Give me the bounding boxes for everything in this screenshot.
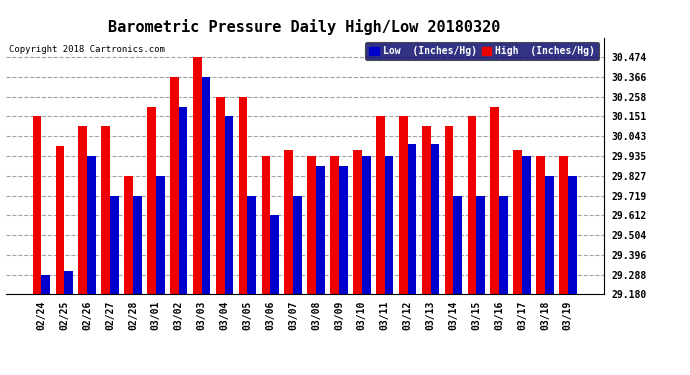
Bar [491,107,499,294]
Bar [193,57,201,294]
Bar [124,176,133,294]
Bar [376,117,385,294]
Bar [522,156,531,294]
Bar [110,196,119,294]
Bar [101,126,110,294]
Bar [64,270,73,294]
Bar [513,150,522,294]
Bar [331,156,339,294]
Bar [270,215,279,294]
Bar [156,176,164,294]
Bar [56,146,64,294]
Bar [568,176,577,294]
Bar [41,274,50,294]
Bar [248,196,256,294]
Bar [87,156,96,294]
Bar [316,166,325,294]
Bar [362,156,371,294]
Bar [307,156,316,294]
Bar [32,117,41,294]
Bar [468,117,476,294]
Bar [353,150,362,294]
Bar [224,117,233,294]
Bar [385,156,393,294]
Legend: Low  (Inches/Hg), High  (Inches/Hg): Low (Inches/Hg), High (Inches/Hg) [365,42,599,60]
Bar [559,156,568,294]
Bar [262,156,270,294]
Bar [179,107,188,294]
Bar [239,97,248,294]
Bar [431,144,440,294]
Bar [339,166,348,294]
Bar [216,97,224,294]
Bar [293,196,302,294]
Bar [445,126,453,294]
Bar [170,77,179,294]
Text: Copyright 2018 Cartronics.com: Copyright 2018 Cartronics.com [8,45,164,54]
Bar [399,117,408,294]
Bar [536,156,545,294]
Bar [284,150,293,294]
Title: Barometric Pressure Daily High/Low 20180320: Barometric Pressure Daily High/Low 20180… [108,19,501,35]
Bar [79,126,87,294]
Bar [133,196,141,294]
Bar [422,126,431,294]
Bar [147,107,156,294]
Bar [201,77,210,294]
Bar [499,196,508,294]
Bar [453,196,462,294]
Bar [408,144,416,294]
Bar [545,176,553,294]
Bar [476,196,485,294]
